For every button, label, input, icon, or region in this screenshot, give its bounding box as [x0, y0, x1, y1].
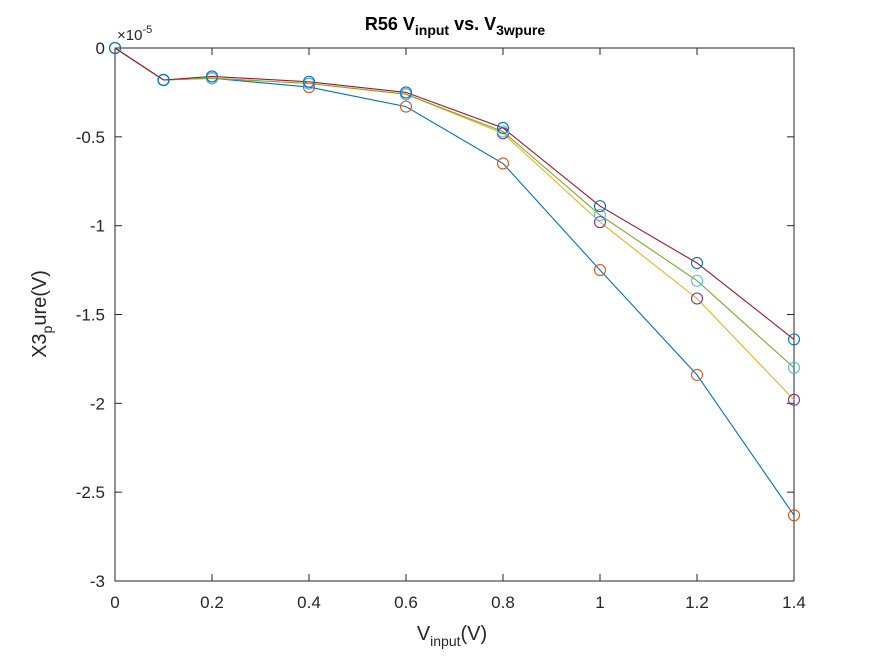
x-tick-label: 1.4 [782, 593, 806, 612]
series-4-point [302, 75, 316, 88]
series-3-point [787, 361, 801, 374]
x-tick-label: 0 [110, 593, 119, 612]
x-tick-label: 0.6 [394, 593, 418, 612]
series-1-point [496, 157, 510, 170]
series-3-line [114, 47, 795, 369]
x-axis-label: Vinput(V) [417, 623, 487, 649]
series-3-point [690, 274, 704, 287]
series-4-point [787, 333, 801, 346]
x-tick-label: 1.2 [685, 593, 709, 612]
series-2-point [787, 393, 801, 406]
series-4-point [108, 41, 122, 55]
series-1-point [593, 264, 607, 277]
series-2-point [593, 216, 607, 229]
y-tick-label: -2 [90, 394, 105, 413]
series-4-point [496, 121, 510, 134]
series-1-point [690, 368, 704, 381]
series-4-point [690, 256, 704, 270]
y-tick-label: -1 [90, 217, 105, 236]
y-tick-label: -0.5 [76, 128, 105, 147]
series-3-point [593, 208, 607, 222]
series-4-point [593, 200, 607, 213]
chart-title: R56 Vinput vs. V3wpure [365, 14, 546, 38]
series-4-point [157, 73, 170, 87]
y-tick-label: -2.5 [76, 483, 105, 502]
x-tick-label: 1 [595, 593, 604, 612]
axis-ticks: 0 0.2 0.4 0.6 0.8 1 1.2 1.4 -3 -2.5 -2 -1.5 -1 -0.5 0 [76, 39, 806, 612]
series-1-point [399, 100, 413, 113]
series-4-point [205, 70, 219, 83]
series-1-point [787, 509, 801, 522]
y-tick-label: -1.5 [76, 306, 105, 325]
series-3-point [496, 125, 510, 138]
y-tick-label: 0 [96, 39, 105, 58]
series-layer [108, 41, 801, 522]
series-2-point [690, 292, 704, 305]
x-tick-label: 0.4 [297, 593, 321, 612]
series-4-point [399, 86, 413, 99]
x-tick-label: 0.2 [200, 593, 224, 612]
series-4-line [114, 47, 795, 340]
y-exponent-label: ×10-5 [117, 24, 152, 44]
series-1-point [302, 81, 316, 94]
y-tick-label: -3 [90, 572, 105, 591]
x-tick-label: 0.8 [491, 593, 515, 612]
y-axis-label: X3pure(V) [29, 270, 55, 358]
plot-area [114, 47, 795, 582]
